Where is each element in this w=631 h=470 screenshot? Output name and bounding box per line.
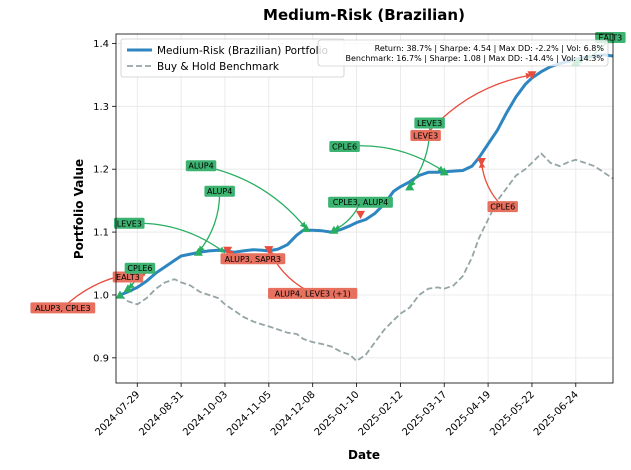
benchmark-layer <box>119 152 614 362</box>
buy-marker <box>329 225 339 234</box>
sell-marker <box>527 71 537 80</box>
annotation-arrowhead <box>218 246 225 253</box>
stats-line-benchmark: Benchmark: 16.7% | Sharpe: 1.08 | Max DD… <box>345 54 604 63</box>
annotation-label: ALUP3, CPLE3 <box>35 304 90 313</box>
stats-line-portfolio: Return: 38.7% | Sharpe: 4.54 | Max DD: -… <box>375 44 605 53</box>
grid <box>116 34 613 383</box>
annotation-label-bg <box>220 253 286 265</box>
x-tick-label: 2024-11-05 <box>225 389 274 438</box>
annotation-arrow <box>409 122 431 188</box>
buy-marker <box>193 247 203 256</box>
annotation-arrow <box>200 165 307 229</box>
y-axis-title: Portfolio Value <box>72 159 86 259</box>
buy-marker <box>439 167 449 176</box>
y-tick-label: 1.4 <box>93 39 109 50</box>
x-tick-label: 2025-06-24 <box>532 389 581 438</box>
annotation-label: CPLE3, ALUP4 <box>333 198 388 207</box>
annotation-label-bg <box>30 302 96 314</box>
annotation-label-bg <box>410 130 441 142</box>
annotation-label-bg <box>112 271 144 283</box>
buy-marker <box>405 182 415 191</box>
portfolio-line <box>119 53 614 297</box>
annotation-label-bg <box>114 217 145 229</box>
y-tick-label: 1.1 <box>93 228 109 239</box>
x-tick-label: 2024-07-29 <box>94 389 143 438</box>
sell-marker <box>356 210 366 219</box>
x-tick-label: 2024-10-03 <box>181 389 230 438</box>
annotation-label: LEVE3 <box>417 119 442 128</box>
legend-benchmark-label: Buy & Hold Benchmark <box>157 61 280 73</box>
plot-frame <box>115 33 614 384</box>
x-axis-title: Date <box>348 448 380 462</box>
y-tick-label: 0.9 <box>93 353 109 364</box>
y-tick-label: 1.0 <box>93 290 109 301</box>
x-tick-label: 2025-02-12 <box>357 389 406 438</box>
legend-portfolio-label: Medium-Risk (Brazilian) Portfolio <box>157 45 328 57</box>
annotation-arrowhead <box>525 72 532 80</box>
y-axis-ticks: 0.9 1.0 1.1 1.2 1.3 1.4 <box>93 39 116 364</box>
annotation-label: LEVE3 <box>117 219 142 228</box>
sell-marker <box>223 246 233 255</box>
x-axis-ticks: 2024-07-292024-08-312024-10-032024-11-05… <box>94 383 581 438</box>
annotation-label-bg <box>185 160 217 172</box>
annotation-arrowhead <box>127 282 135 289</box>
buy-marker <box>301 223 311 232</box>
portfolio-layer <box>119 53 614 297</box>
annotation-label-bg <box>204 185 235 197</box>
annotation-labels: ALUP3, CPLE3EALT3CPLE6LEVE3ALUP4ALUP4ALU… <box>30 31 626 314</box>
annotation-arrow <box>197 191 221 253</box>
x-tick-label: 2025-04-19 <box>444 389 493 438</box>
legend: Medium-Risk (Brazilian) Portfolio Buy & … <box>120 38 345 78</box>
sell-marker <box>264 246 274 255</box>
stats-box-bg <box>317 39 609 67</box>
stats-box: Return: 38.7% | Sharpe: 4.54 | Max DD: -… <box>317 39 609 67</box>
annotation-arrowhead <box>437 165 445 172</box>
annotation-label: ALUP3, SAPR3 <box>225 255 282 264</box>
y-tick-label: 1.2 <box>93 165 109 176</box>
x-tick-label: 2024-08-31 <box>137 389 186 438</box>
annotation-arrow <box>480 161 504 208</box>
annotation-label: LEVE3 <box>413 132 438 141</box>
x-tick-label: 2025-03-17 <box>400 389 449 438</box>
y-tick-label: 1.3 <box>93 102 109 113</box>
annotation-label: ALUP4, LEVE3 (+1) <box>275 289 351 298</box>
trade-markers <box>115 57 581 299</box>
annotation-label: EALT3 <box>598 33 622 42</box>
buy-marker <box>115 290 125 299</box>
annotation-label-bg <box>414 117 445 129</box>
sell-marker <box>476 158 486 167</box>
chart-title: Medium-Risk (Brazilian) <box>263 6 465 24</box>
buy-marker <box>123 284 133 293</box>
x-tick-label: 2025-01-10 <box>313 389 362 438</box>
annotation-label: ALUP4 <box>207 187 232 196</box>
annotation-label-bg <box>328 196 393 208</box>
annotation-label-bg <box>487 201 518 213</box>
annotation-label: CPLE6 <box>490 203 515 212</box>
annotation-label-bg <box>124 262 156 274</box>
annotation-label: ALUP4 <box>188 162 213 171</box>
annotation-label: EALT3 <box>116 273 140 282</box>
x-tick-label: 2024-12-08 <box>269 389 318 438</box>
annotation-label: CPLE6 <box>332 143 357 152</box>
x-tick-label: 2025-05-22 <box>488 389 537 438</box>
benchmark-line <box>119 152 614 362</box>
annotation-label: CPLE6 <box>127 264 152 273</box>
annotation-label-bg <box>268 287 358 299</box>
annotation-label-bg <box>329 141 360 153</box>
